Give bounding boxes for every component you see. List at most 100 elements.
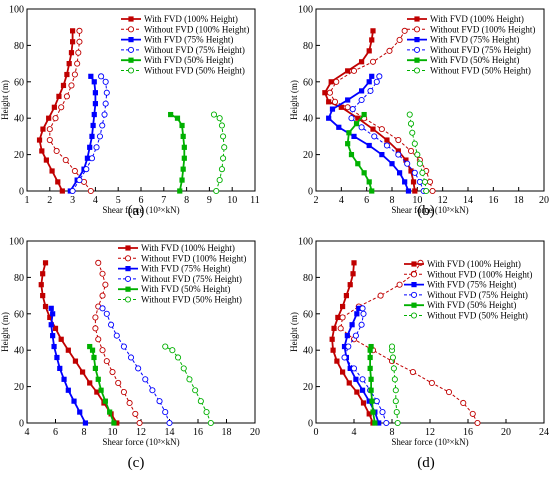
data-point bbox=[361, 170, 367, 176]
data-point bbox=[156, 398, 163, 405]
data-point bbox=[50, 333, 56, 339]
data-point bbox=[370, 409, 376, 415]
data-point bbox=[42, 303, 49, 310]
data-point bbox=[347, 365, 353, 371]
data-point bbox=[383, 142, 390, 149]
y-tick-label: 100 bbox=[298, 5, 313, 16]
series-0 bbox=[36, 28, 76, 194]
data-point bbox=[367, 365, 373, 371]
data-point bbox=[162, 409, 169, 416]
x-tick-label: 24 bbox=[539, 427, 549, 438]
x-tick-label: 4 bbox=[25, 427, 30, 438]
x-tick-label: 4 bbox=[352, 427, 357, 438]
data-point bbox=[87, 380, 93, 386]
y-axis-label: Height (m) bbox=[289, 312, 299, 352]
data-point bbox=[63, 93, 70, 100]
data-point bbox=[38, 282, 44, 288]
data-point bbox=[386, 47, 393, 54]
legend-marker bbox=[410, 312, 418, 319]
series-line bbox=[50, 308, 87, 424]
data-point bbox=[366, 179, 372, 185]
x-tick-label: 6 bbox=[53, 427, 58, 438]
series-4 bbox=[168, 111, 187, 194]
x-tick-label: 8 bbox=[184, 195, 189, 206]
data-point bbox=[409, 368, 416, 376]
data-point bbox=[102, 398, 108, 404]
x-tick-label: 20 bbox=[501, 427, 511, 438]
data-point bbox=[416, 178, 423, 185]
data-point bbox=[149, 387, 156, 394]
legend-label: Without FVD (50% Height) bbox=[141, 295, 242, 305]
data-point bbox=[43, 157, 49, 163]
data-point bbox=[108, 321, 115, 328]
y-tick-label: 60 bbox=[14, 309, 24, 320]
data-point bbox=[355, 115, 361, 121]
data-point bbox=[349, 322, 355, 328]
data-point bbox=[393, 409, 400, 416]
data-point bbox=[376, 73, 383, 80]
legend-marker bbox=[410, 291, 418, 298]
legend-label: With FVD (75% Height) bbox=[144, 35, 233, 45]
data-point bbox=[192, 387, 199, 394]
data-point bbox=[337, 325, 344, 332]
x-tick-label: 20 bbox=[250, 427, 260, 438]
data-point bbox=[340, 303, 346, 310]
data-point bbox=[366, 48, 372, 54]
data-point bbox=[402, 179, 408, 185]
panel-label: (b) bbox=[417, 203, 435, 219]
data-point bbox=[391, 376, 398, 383]
legend-marker bbox=[414, 37, 420, 43]
y-tick-label: 80 bbox=[303, 41, 313, 52]
data-point bbox=[76, 38, 83, 45]
data-point bbox=[70, 28, 76, 34]
data-point bbox=[71, 71, 78, 78]
data-point bbox=[101, 111, 108, 118]
data-point bbox=[361, 111, 367, 118]
series-4 bbox=[87, 343, 117, 426]
data-point bbox=[109, 368, 116, 376]
data-point bbox=[39, 148, 45, 154]
data-point bbox=[169, 347, 176, 354]
data-point bbox=[179, 122, 185, 129]
data-point bbox=[345, 68, 351, 74]
data-point bbox=[401, 27, 408, 34]
legend-marker bbox=[410, 271, 418, 278]
data-point bbox=[99, 305, 106, 312]
data-point bbox=[474, 419, 481, 427]
legend-marker bbox=[128, 37, 134, 43]
data-point bbox=[107, 409, 113, 415]
data-point bbox=[218, 122, 225, 129]
data-point bbox=[52, 115, 59, 122]
chart-panel-2: 4 6 8 10 12 14 16 18 20 0 20 40 60 80 100 Shear force (… bbox=[0, 237, 260, 472]
legend-marker bbox=[413, 67, 421, 74]
data-point bbox=[378, 126, 385, 133]
data-point bbox=[166, 419, 173, 427]
series-line bbox=[340, 262, 478, 424]
x-tick-label: 10 bbox=[412, 195, 422, 206]
data-point bbox=[388, 343, 396, 350]
series-2 bbox=[326, 73, 412, 194]
data-point bbox=[408, 168, 414, 174]
data-point bbox=[421, 178, 428, 185]
chart-panel-3: 0 4 8 12 16 20 24 0 20 40 60 80 100 Shear force (10³×… bbox=[289, 237, 549, 472]
data-point bbox=[389, 161, 395, 167]
series-line bbox=[164, 346, 212, 424]
data-point bbox=[383, 419, 390, 427]
data-point bbox=[366, 398, 372, 404]
y-tick-label: 80 bbox=[14, 273, 24, 284]
data-point bbox=[377, 292, 384, 299]
data-point bbox=[350, 271, 356, 277]
data-point bbox=[50, 311, 56, 317]
data-point bbox=[127, 354, 135, 361]
data-point bbox=[392, 387, 399, 394]
legend-marker bbox=[128, 57, 134, 63]
legend-marker bbox=[125, 286, 131, 292]
legend-label: Without FVD (100% Height) bbox=[427, 269, 532, 279]
y-tick-label: 20 bbox=[14, 382, 24, 393]
x-tick-label: 2 bbox=[47, 195, 52, 206]
y-tick-label: 100 bbox=[9, 237, 24, 248]
data-point bbox=[340, 369, 346, 375]
data-point bbox=[71, 398, 77, 404]
data-point bbox=[336, 124, 342, 130]
